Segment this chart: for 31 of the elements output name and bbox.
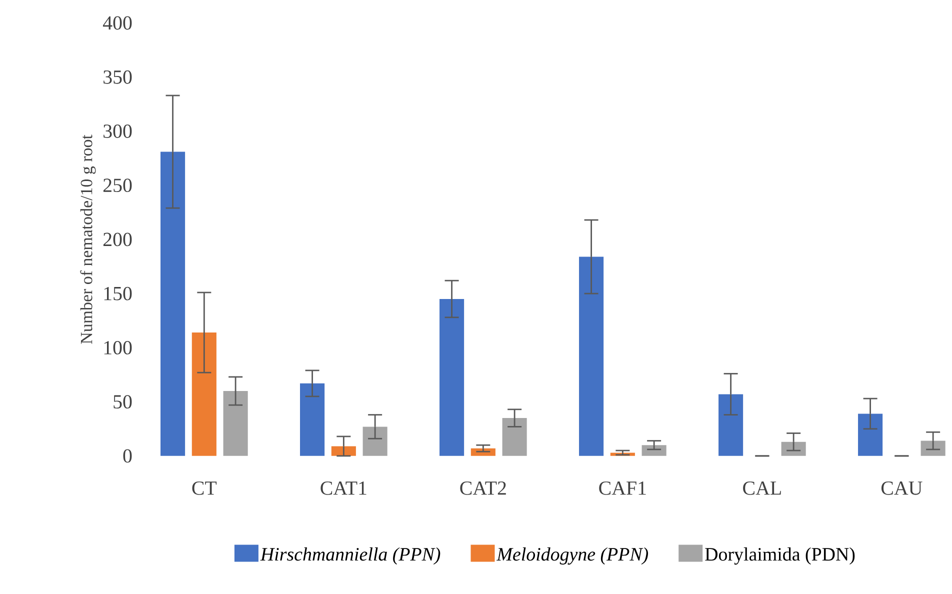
legend-label: Dorylaimida (PDN) bbox=[705, 547, 855, 565]
x-tick-label: CAL bbox=[743, 481, 781, 495]
y-tick-label: 50 bbox=[114, 395, 132, 409]
bar bbox=[440, 299, 464, 456]
y-tick-label: 300 bbox=[104, 124, 132, 138]
bar bbox=[718, 394, 744, 456]
x-tick-label: CAF1 bbox=[599, 481, 646, 495]
bar bbox=[300, 383, 325, 456]
y-tick-label: 150 bbox=[104, 286, 132, 300]
legend-label: Hirschmanniella (PPN) bbox=[260, 547, 440, 565]
y-tick-label: 350 bbox=[104, 70, 132, 84]
bar bbox=[362, 426, 388, 456]
x-tick-label: CAT2 bbox=[460, 481, 506, 495]
y-tick-label: 200 bbox=[103, 232, 132, 246]
y-tick-label: 0 bbox=[123, 449, 132, 463]
x-tick-label: CAT1 bbox=[320, 481, 366, 495]
y-tick-label: 100 bbox=[104, 341, 132, 354]
x-tick-label: CT bbox=[192, 481, 217, 495]
y-axis-title: Number of nematode/10 g root bbox=[80, 134, 96, 344]
y-tick-label: 400 bbox=[102, 16, 132, 30]
bar bbox=[502, 418, 527, 456]
bar bbox=[579, 256, 604, 456]
bar bbox=[192, 332, 216, 456]
legend-label: Meloidogyne (PPN) bbox=[496, 547, 648, 565]
bar bbox=[920, 440, 946, 456]
x-tick-label: CAU bbox=[881, 481, 922, 495]
bar bbox=[160, 152, 186, 456]
bar bbox=[223, 391, 248, 456]
bar bbox=[781, 442, 806, 456]
y-tick-label: 250 bbox=[103, 178, 132, 192]
bar bbox=[858, 414, 883, 456]
